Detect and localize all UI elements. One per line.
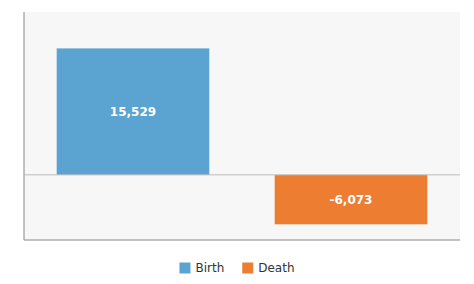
legend-label: Death xyxy=(258,261,294,275)
bars xyxy=(57,48,428,224)
chart: 15,529 -6,073 Birth Death xyxy=(0,0,474,284)
data-label: -6,073 xyxy=(330,193,373,207)
legend: Birth Death xyxy=(179,261,294,275)
legend-swatch xyxy=(242,263,253,274)
x-axis-line xyxy=(24,240,460,241)
legend-label: Birth xyxy=(195,261,224,275)
bar xyxy=(275,175,428,224)
plot-area xyxy=(24,12,460,240)
zero-line xyxy=(24,174,460,175)
data-label: 15,529 xyxy=(110,105,156,119)
legend-swatch xyxy=(179,263,190,274)
chart-container: 15,529 -6,073 Birth Death xyxy=(0,0,474,284)
bar xyxy=(57,48,210,174)
y-axis-line xyxy=(24,12,25,240)
